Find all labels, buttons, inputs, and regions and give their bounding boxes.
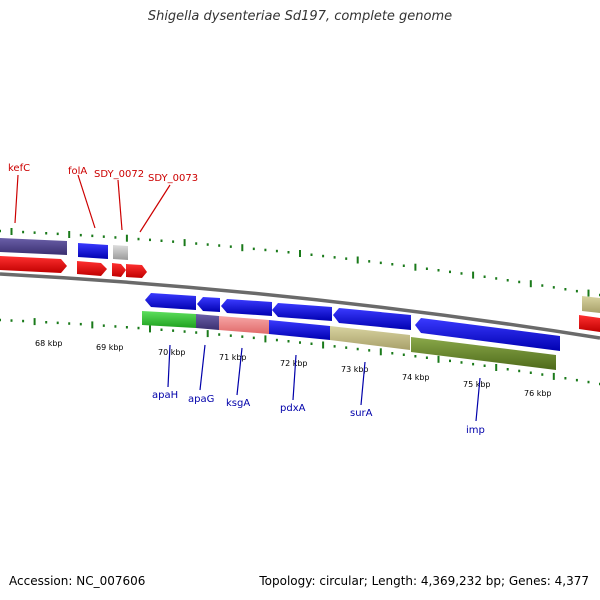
ruler-label: 73 kbp (341, 365, 369, 374)
gene-feature[interactable] (415, 318, 560, 351)
map-title: Shigella dysenteriae Sd197, complete gen… (147, 9, 453, 24)
gene-label-kefc[interactable]: kefC (8, 163, 30, 174)
ruler-label: 72 kbp (280, 359, 308, 368)
gene-feature[interactable] (333, 308, 411, 330)
gene-feature[interactable] (269, 320, 330, 340)
gene-feature[interactable] (113, 245, 128, 260)
gene-feature[interactable] (112, 263, 126, 277)
tick-marks-inner (0, 318, 600, 386)
gene-feature[interactable] (142, 311, 196, 328)
gene-feature[interactable] (77, 261, 107, 276)
gene-label-pdxa[interactable]: pdxA (280, 403, 306, 414)
ruler-label: 68 kbp (35, 339, 63, 348)
gene-feature[interactable] (78, 243, 108, 259)
gene-label-sdy-0072[interactable]: SDY_0072 (94, 169, 144, 180)
gene-feature[interactable] (411, 337, 556, 370)
gene-feature[interactable] (221, 299, 272, 316)
gene-features-lower (142, 293, 560, 370)
ruler-label: 76 kbp (524, 389, 552, 398)
ruler-label: 75 kbp (463, 380, 491, 389)
tick-marks-outer (0, 228, 600, 297)
gene-feature[interactable] (197, 297, 220, 312)
gene-label-apag[interactable]: apaG (188, 394, 214, 405)
gene-feature[interactable] (579, 315, 600, 332)
gene-label-ksga[interactable]: ksgA (226, 398, 250, 409)
gene-label-apah[interactable]: apaH (152, 390, 178, 401)
genome-backbone (0, 272, 600, 340)
ruler-label: 69 kbp (96, 343, 124, 352)
gene-feature[interactable] (330, 326, 410, 350)
genome-summary-text: Topology: circular; Length: 4,369,232 bp… (259, 574, 589, 588)
gene-feature[interactable] (582, 296, 600, 313)
gene-feature[interactable] (272, 303, 332, 321)
gene-labels-lower (167, 344, 481, 422)
gene-feature[interactable] (196, 314, 219, 330)
ruler-label: 71 kbp (219, 353, 247, 362)
gene-feature[interactable] (0, 238, 67, 255)
gene-features-upper (0, 238, 600, 332)
gene-feature[interactable] (219, 316, 269, 334)
gene-label-sdy-0073[interactable]: SDY_0073 (148, 173, 198, 184)
gene-label-fola[interactable]: folA (68, 166, 87, 177)
accession-text: Accession: NC_007606 (9, 574, 146, 588)
ruler-label: 74 kbp (402, 373, 430, 382)
gene-feature[interactable] (126, 264, 147, 278)
gene-label-imp[interactable]: imp (466, 425, 485, 436)
gene-labels-upper (14, 174, 171, 233)
gene-label-sura[interactable]: surA (350, 408, 373, 419)
gene-feature[interactable] (0, 256, 67, 273)
ruler-label: 70 kbp (158, 348, 186, 357)
gene-feature[interactable] (145, 293, 196, 310)
